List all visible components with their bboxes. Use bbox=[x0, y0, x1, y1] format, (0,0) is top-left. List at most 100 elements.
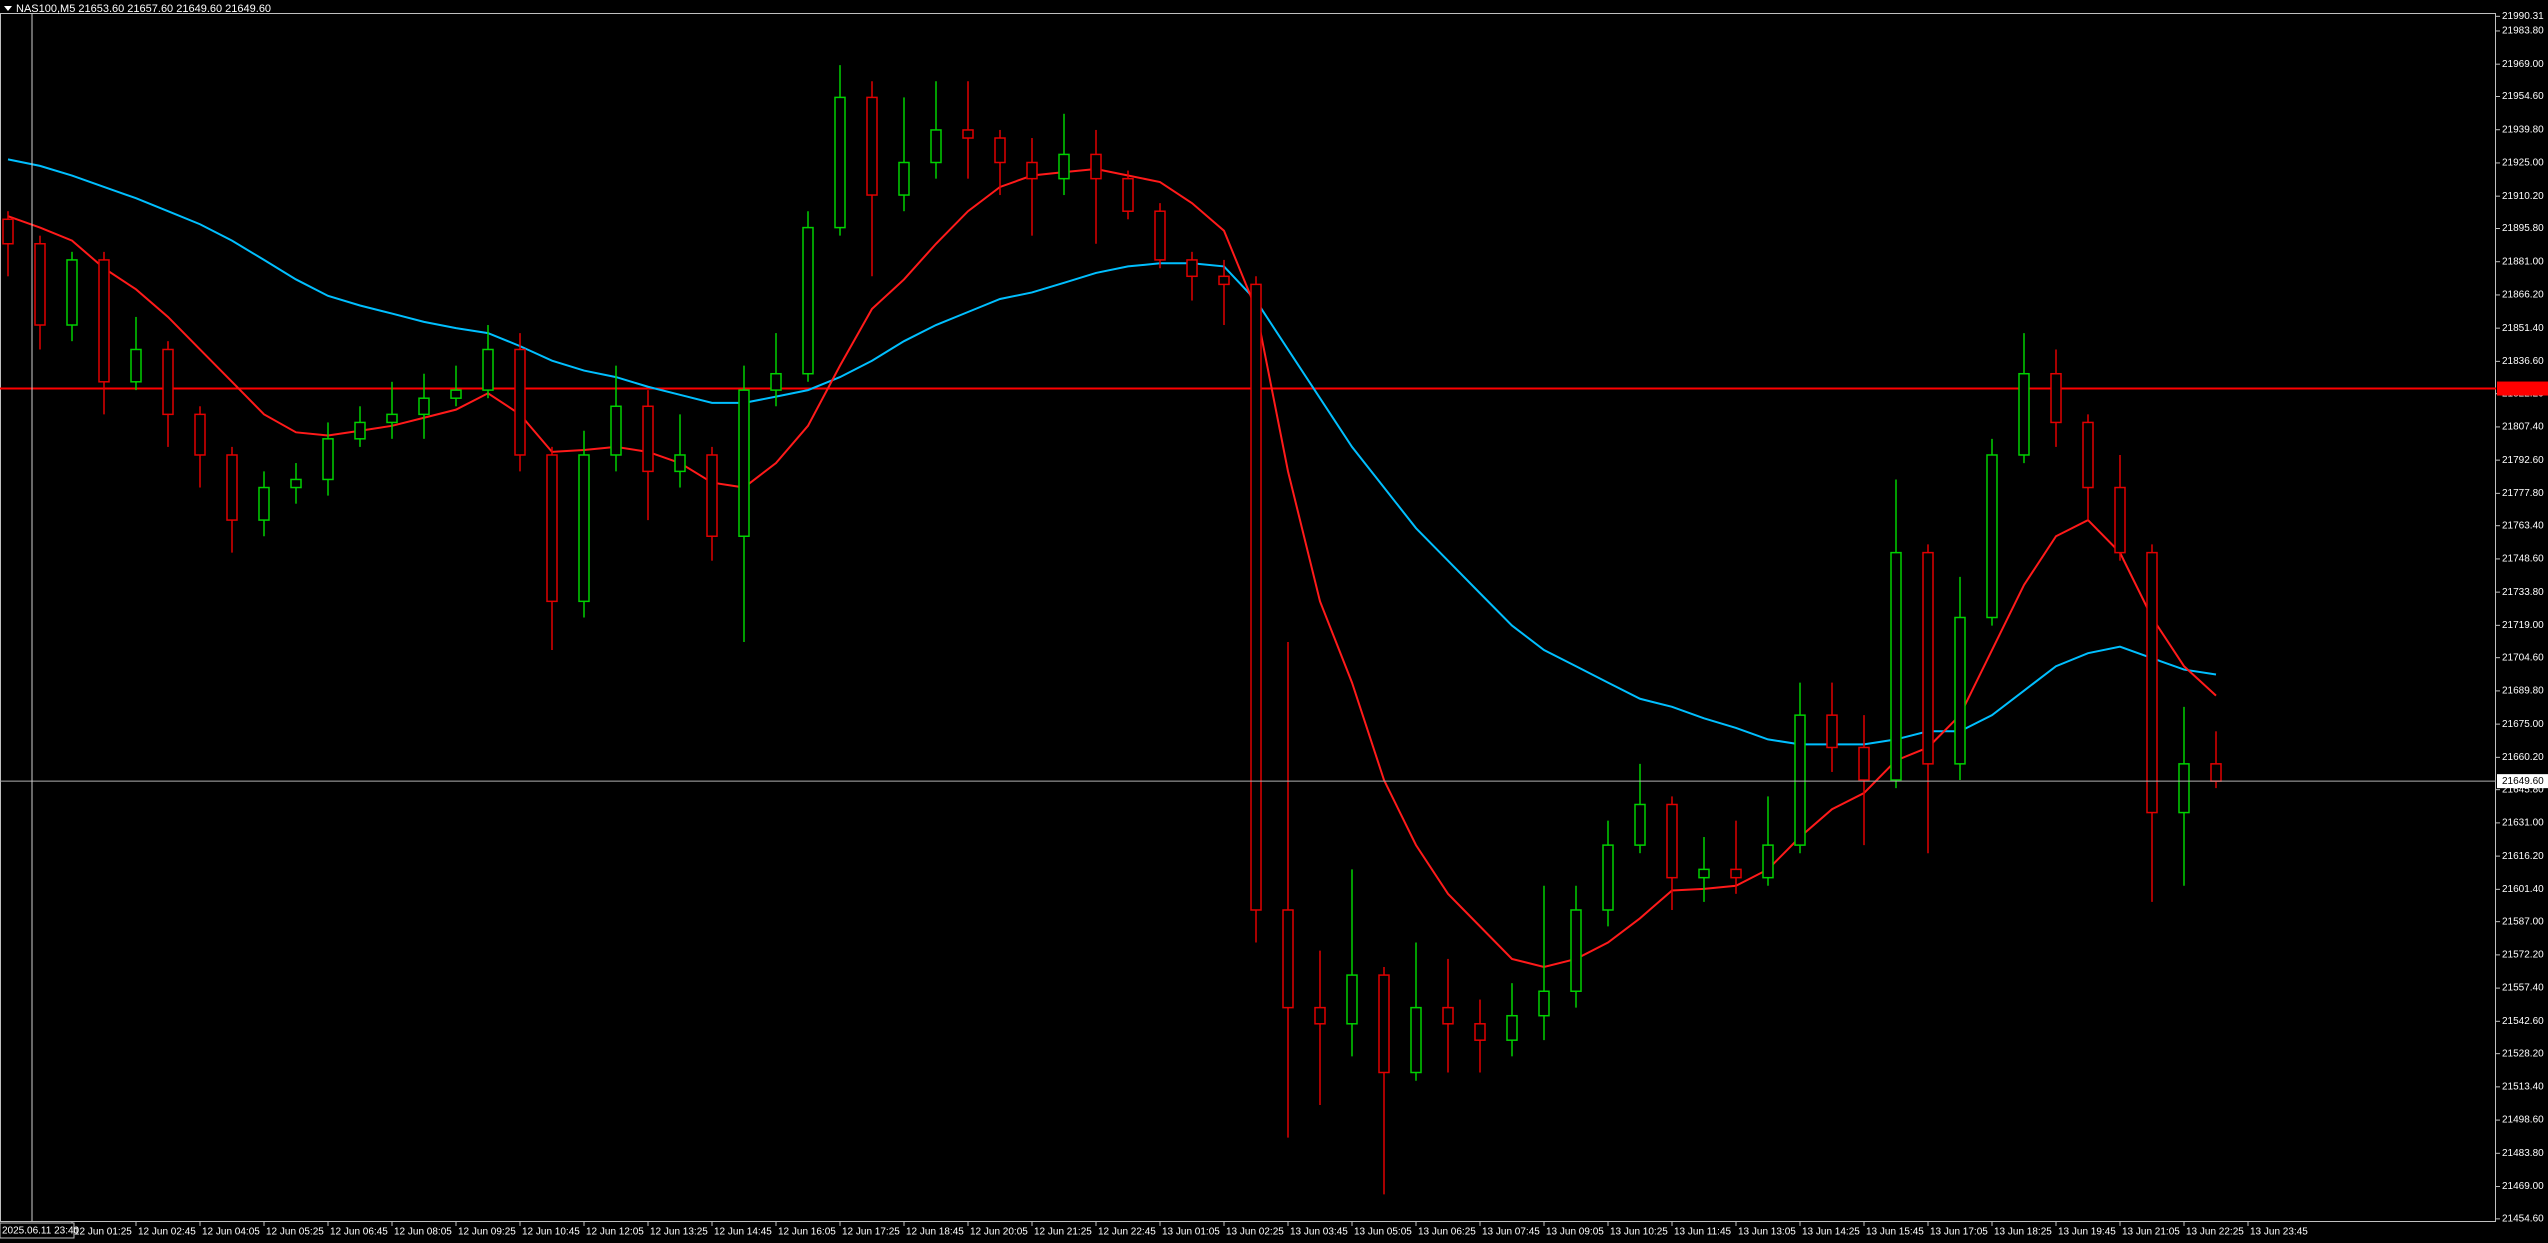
candle-body bbox=[1986, 454, 1998, 619]
candle-body bbox=[770, 372, 782, 391]
y-tick-label: 21513.40 bbox=[2502, 1082, 2544, 1093]
candle-body bbox=[418, 397, 430, 416]
x-tick-label: 13 Jun 22:25 bbox=[2186, 1227, 2244, 1238]
candle-body bbox=[1474, 1023, 1486, 1041]
y-tick-label: 21557.40 bbox=[2502, 983, 2544, 994]
y-tick-label: 21675.00 bbox=[2502, 719, 2544, 730]
x-tick-label: 12 Jun 13:25 bbox=[650, 1227, 708, 1238]
candle-body bbox=[66, 259, 78, 326]
y-tick-label: 21807.40 bbox=[2502, 422, 2544, 433]
candle-body bbox=[1506, 1014, 1518, 1041]
y-tick-label: 21851.40 bbox=[2502, 323, 2544, 334]
y-tick-label: 21954.60 bbox=[2502, 91, 2544, 102]
y-tick-label: 21895.80 bbox=[2502, 223, 2544, 234]
candle-body bbox=[1954, 616, 1966, 765]
x-tick-label: 13 Jun 11:45 bbox=[1674, 1227, 1732, 1238]
candle-body bbox=[1346, 974, 1358, 1025]
y-tick-label: 21542.60 bbox=[2502, 1016, 2544, 1027]
candle-body bbox=[834, 96, 846, 229]
x-tick-label: 12 Jun 16:05 bbox=[778, 1227, 836, 1238]
y-tick-label: 21719.00 bbox=[2502, 620, 2544, 631]
x-tick-label: 12 Jun 20:05 bbox=[970, 1227, 1028, 1238]
y-tick-label: 21587.00 bbox=[2502, 916, 2544, 927]
menu-arrow[interactable] bbox=[4, 6, 12, 11]
candle-body bbox=[514, 348, 526, 456]
candle-body bbox=[1762, 844, 1774, 879]
x-tick-label: 12 Jun 02:45 bbox=[138, 1227, 196, 1238]
candle-body bbox=[2178, 763, 2190, 814]
candle-body bbox=[322, 438, 334, 481]
x-tick-label: 13 Jun 21:05 bbox=[2122, 1227, 2180, 1238]
bid-marker bbox=[2497, 774, 2548, 789]
candle-body bbox=[2, 218, 14, 245]
candle-body bbox=[162, 348, 174, 416]
candle-body bbox=[1410, 1006, 1422, 1074]
candle-body bbox=[1026, 161, 1038, 180]
y-tick-label: 21704.60 bbox=[2502, 652, 2544, 663]
y-tick-label: 21763.40 bbox=[2502, 520, 2544, 531]
y-tick-label: 21910.20 bbox=[2502, 191, 2544, 202]
y-tick-label: 21572.20 bbox=[2502, 950, 2544, 961]
candle-body bbox=[994, 137, 1006, 164]
y-tick-label: 21836.60 bbox=[2502, 356, 2544, 367]
x-tick-label: 13 Jun 06:25 bbox=[1418, 1227, 1476, 1238]
y-tick-label: 21454.60 bbox=[2502, 1213, 2544, 1224]
candle-body bbox=[1890, 551, 1902, 781]
x-tick-label: 13 Jun 01:05 bbox=[1162, 1227, 1220, 1238]
candle-body bbox=[2082, 421, 2094, 489]
candle-body bbox=[1442, 1006, 1454, 1025]
candle-body bbox=[642, 405, 654, 473]
candle-body bbox=[1794, 714, 1806, 846]
candle-body bbox=[1666, 803, 1678, 879]
x-tick-label: 13 Jun 19:45 bbox=[2058, 1227, 2116, 1238]
plot-frame bbox=[0, 13, 2496, 1222]
y-tick-label: 21528.20 bbox=[2502, 1048, 2544, 1059]
x-tick-label: 13 Jun 17:05 bbox=[1930, 1227, 1988, 1238]
x-tick-label: 12 Jun 08:05 bbox=[394, 1227, 452, 1238]
candle-body bbox=[1634, 803, 1646, 846]
candle-body bbox=[450, 389, 462, 399]
candle-body bbox=[738, 389, 750, 537]
plot-layer: 21990.31 21983.80 21969.00 21954.60 21939.80… bbox=[0, 11, 2548, 1238]
candle-body bbox=[1058, 153, 1070, 180]
candle-body bbox=[386, 413, 398, 424]
x-tick-label: 13 Jun 05:05 bbox=[1354, 1227, 1412, 1238]
y-tick-label: 21498.60 bbox=[2502, 1115, 2544, 1126]
chart-title: NAS100,M5 21653.60 21657.60 21649.60 216… bbox=[16, 3, 271, 15]
y-tick-label: 21777.80 bbox=[2502, 488, 2544, 499]
y-tick-label: 21939.80 bbox=[2502, 124, 2544, 135]
y-tick-label: 21631.00 bbox=[2502, 818, 2544, 829]
candle-body bbox=[98, 259, 110, 383]
x-tick-label: 13 Jun 13:05 bbox=[1738, 1227, 1796, 1238]
y-tick-label: 21881.00 bbox=[2502, 256, 2544, 267]
candle-body bbox=[578, 454, 590, 603]
candle-body bbox=[2018, 372, 2030, 456]
cursor-label-box bbox=[0, 1222, 75, 1239]
x-tick-label: 13 Jun 14:25 bbox=[1802, 1227, 1860, 1238]
candle-body bbox=[610, 405, 622, 456]
candle-body bbox=[1090, 153, 1102, 180]
moving-average bbox=[7, 158, 2217, 746]
candle-body bbox=[1826, 714, 1838, 749]
x-tick-label: 13 Jun 02:25 bbox=[1226, 1227, 1284, 1238]
x-tick-label: 12 Jun 05:25 bbox=[266, 1227, 324, 1238]
candle-body bbox=[1602, 844, 1614, 911]
candle-body bbox=[258, 486, 270, 521]
x-tick-label: 12 Jun 18:45 bbox=[906, 1227, 964, 1238]
y-tick-label: 21990.31 bbox=[2502, 11, 2544, 22]
candle-body bbox=[674, 454, 686, 473]
x-tick-label: 13 Jun 15:45 bbox=[1866, 1227, 1924, 1238]
y-tick-label: 21748.60 bbox=[2502, 554, 2544, 565]
candle-body bbox=[706, 454, 718, 537]
candle-body bbox=[866, 96, 878, 196]
y-tick-label: 21733.80 bbox=[2502, 587, 2544, 598]
x-tick-label: 12 Jun 21:25 bbox=[1034, 1227, 1092, 1238]
candle-body bbox=[226, 454, 238, 521]
candle-body bbox=[1858, 746, 1870, 781]
candle-body bbox=[2210, 763, 2222, 782]
x-tick-label: 12 Jun 06:45 bbox=[330, 1227, 388, 1238]
x-tick-label: 12 Jun 17:25 bbox=[842, 1227, 900, 1238]
y-tick-label: 21925.00 bbox=[2502, 158, 2544, 169]
candle-body bbox=[1730, 868, 1742, 879]
